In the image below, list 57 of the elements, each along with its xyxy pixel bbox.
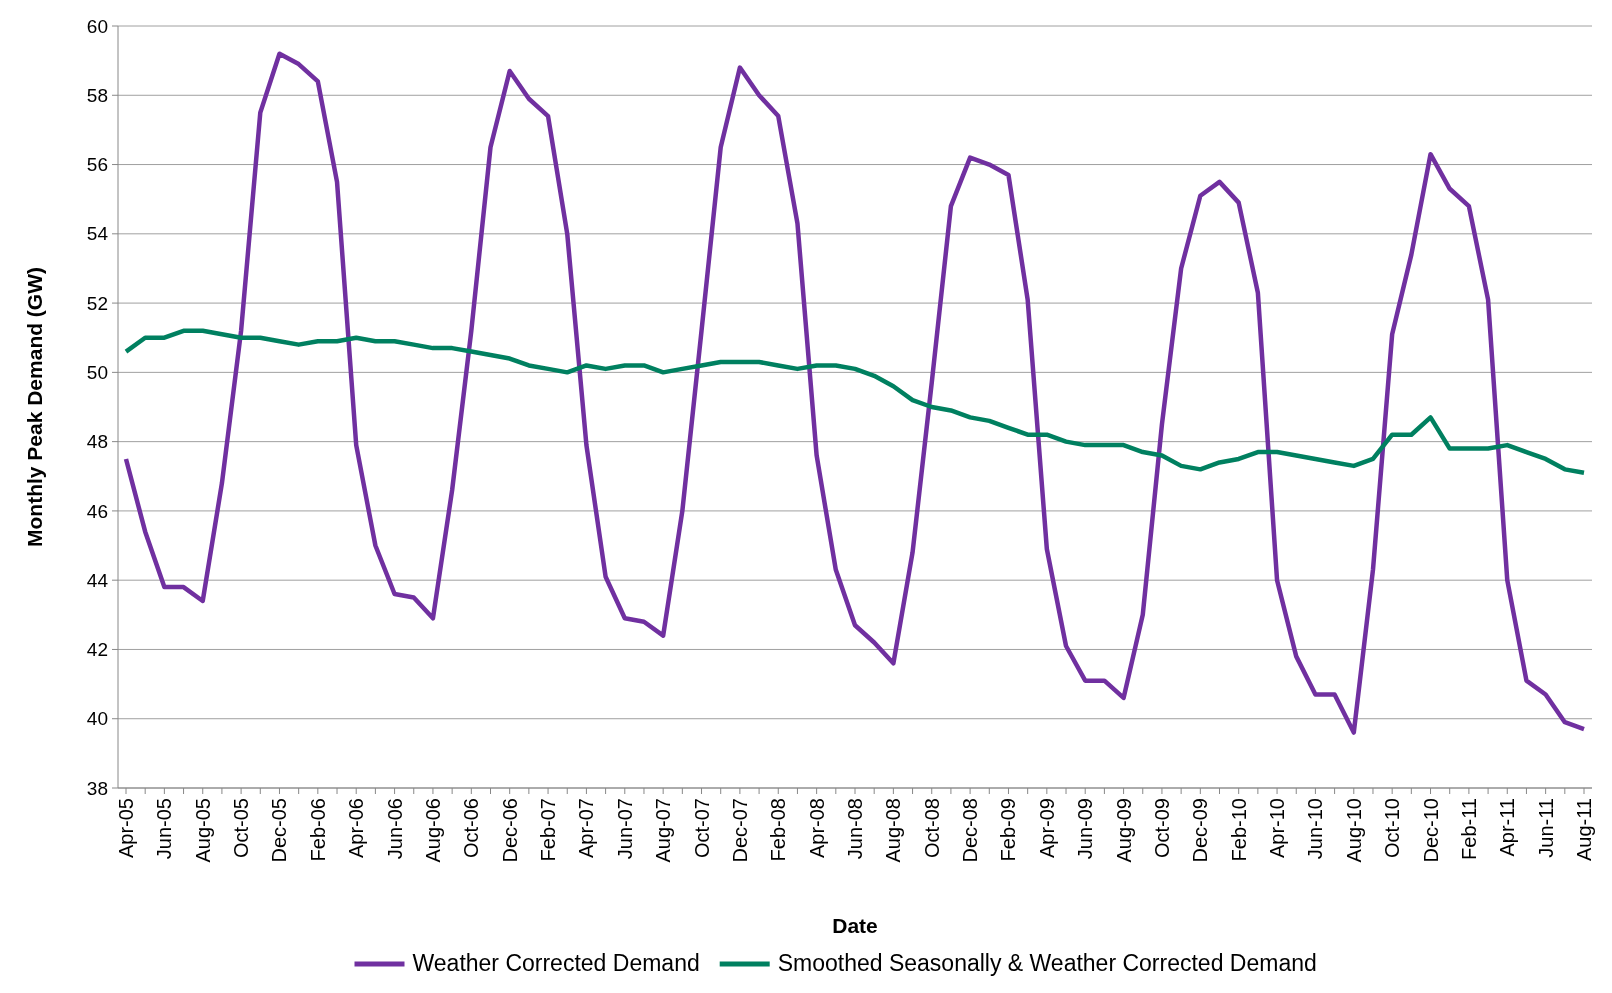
x-tick-label: Oct-06 bbox=[460, 798, 483, 859]
y-tick-label: 42 bbox=[86, 639, 108, 661]
y-tick-label: 44 bbox=[86, 569, 109, 591]
x-tick-label: Aug-08 bbox=[882, 798, 905, 863]
x-tick-label: Feb-11 bbox=[1457, 798, 1480, 860]
x-tick-label: Jun-09 bbox=[1074, 798, 1097, 860]
x-tick-label: Oct-10 bbox=[1381, 798, 1404, 859]
y-tick-label: 52 bbox=[86, 292, 108, 314]
x-tick-label: Feb-06 bbox=[306, 798, 329, 862]
x-tick-label: Aug-11 bbox=[1573, 798, 1595, 862]
y-tick-label: 58 bbox=[86, 84, 108, 106]
y-tick-label: 56 bbox=[86, 154, 108, 176]
line-series bbox=[123, 51, 1587, 735]
line-series bbox=[123, 328, 1587, 476]
x-tick-label: Aug-06 bbox=[421, 798, 444, 863]
x-tick-label: Dec-06 bbox=[498, 798, 521, 863]
x-tick-label: Aug-09 bbox=[1112, 798, 1135, 863]
x-tick-label: Jun-11 bbox=[1534, 798, 1557, 858]
y-tick-label: 46 bbox=[86, 500, 108, 522]
x-tick-label: Jun-05 bbox=[153, 798, 176, 860]
x-axis-title: Date bbox=[832, 914, 878, 937]
x-tick-label: Jun-07 bbox=[613, 798, 636, 860]
x-tick-label: Dec-05 bbox=[268, 798, 291, 863]
x-tick-label: Apr-08 bbox=[805, 798, 828, 859]
x-tick-label: Oct-07 bbox=[690, 798, 713, 859]
x-tick-label: Aug-10 bbox=[1342, 798, 1365, 863]
x-tick-label: Feb-09 bbox=[997, 798, 1020, 862]
x-tick-label: Jun-10 bbox=[1304, 798, 1327, 860]
x-tick-label: Apr-07 bbox=[575, 798, 598, 859]
x-tick-label: Oct-09 bbox=[1150, 798, 1173, 859]
x-tick-label: Oct-08 bbox=[920, 798, 943, 859]
x-tick-label: Jun-08 bbox=[844, 798, 866, 860]
y-tick-label: 38 bbox=[86, 777, 108, 799]
y-tick-label: 60 bbox=[86, 15, 108, 37]
x-tick-label: Apr-06 bbox=[345, 798, 368, 859]
x-tick-label: Jun-06 bbox=[383, 798, 406, 860]
y-axis-title: Monthly Peak Demand (GW) bbox=[23, 266, 46, 548]
x-tick-label: Aug-07 bbox=[652, 798, 675, 863]
x-tick-label: Aug-05 bbox=[191, 798, 214, 863]
x-tick-label: Apr-11 bbox=[1496, 798, 1519, 857]
x-tick-label: Apr-10 bbox=[1266, 798, 1289, 859]
x-tick-label: Dec-10 bbox=[1419, 798, 1442, 863]
y-tick-label: 50 bbox=[86, 362, 108, 384]
x-tick-label: Dec-07 bbox=[728, 798, 751, 863]
x-tick-label: Feb-10 bbox=[1227, 798, 1250, 862]
legend-label: Weather Corrected Demand bbox=[412, 950, 700, 976]
legend-label: Smoothed Seasonally & Weather Corrected Demand bbox=[777, 950, 1317, 976]
x-tick-label: Dec-08 bbox=[959, 798, 982, 863]
x-tick-label: Apr-05 bbox=[115, 798, 137, 859]
x-tick-label: Oct-05 bbox=[230, 798, 253, 859]
y-tick-label: 48 bbox=[86, 431, 108, 453]
y-tick-label: 54 bbox=[86, 223, 109, 245]
x-tick-label: Apr-09 bbox=[1035, 798, 1058, 859]
x-tick-label: Feb-07 bbox=[537, 798, 560, 862]
y-tick-label: 40 bbox=[86, 708, 108, 730]
x-tick-label: Dec-09 bbox=[1189, 798, 1212, 863]
x-tick-label: Feb-08 bbox=[767, 798, 790, 862]
